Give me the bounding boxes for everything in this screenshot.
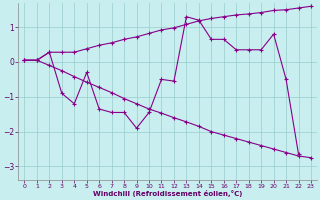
X-axis label: Windchill (Refroidissement éolien,°C): Windchill (Refroidissement éolien,°C) [93, 190, 242, 197]
